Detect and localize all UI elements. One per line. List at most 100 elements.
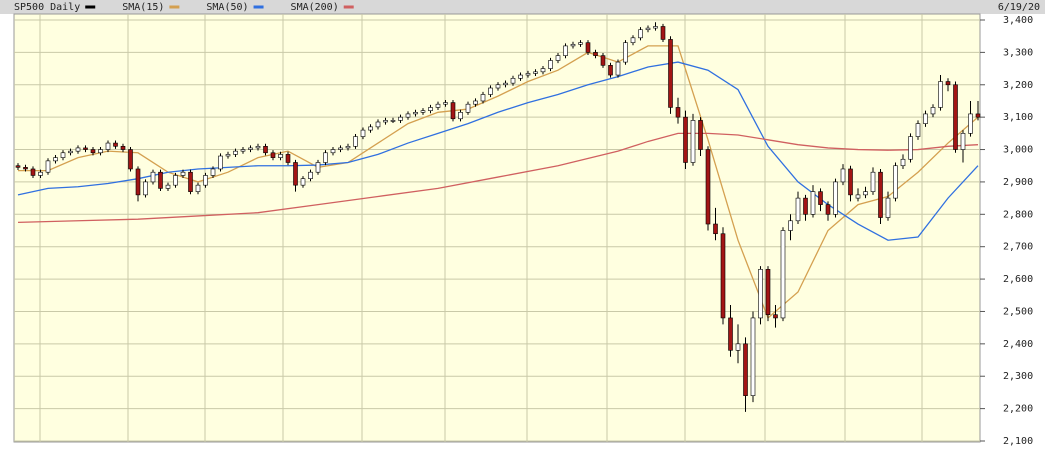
candle-body [780, 230, 786, 319]
candle-body [818, 191, 823, 205]
candle-body [743, 343, 748, 396]
candle-body [960, 133, 966, 150]
candle-body [443, 102, 448, 105]
candle-body [158, 171, 163, 189]
y-tick-label: 2,900 [1003, 177, 1033, 188]
candle-body [270, 152, 276, 158]
candle-body [203, 175, 208, 186]
candle-body [210, 168, 216, 176]
candle-body [23, 167, 28, 170]
candle-body [668, 39, 673, 108]
candle-body [390, 120, 396, 122]
legend-label: SMA(50) [206, 2, 248, 13]
candle-body [323, 152, 328, 163]
candle-body [578, 42, 583, 45]
candle-body [30, 168, 36, 176]
candle-body [435, 103, 441, 108]
candle-body [945, 81, 951, 86]
y-tick-label: 2,800 [1003, 209, 1033, 220]
candle-body [188, 171, 193, 192]
candle-body [750, 317, 756, 396]
candle-body [870, 171, 876, 192]
candle-body [450, 102, 456, 120]
candle-body [930, 107, 936, 115]
sma-line [18, 45, 979, 320]
candle-body [885, 197, 891, 218]
candle-body [330, 149, 336, 154]
candle-body [548, 60, 553, 69]
candle-body [420, 110, 426, 113]
candle-body [195, 184, 201, 192]
y-tick-label: 2,600 [1003, 274, 1033, 285]
candle-body [293, 162, 298, 186]
candle-body [180, 171, 186, 176]
y-tick-label: 3,300 [1003, 47, 1033, 58]
candle-body [563, 45, 568, 56]
y-tick-label: 2,300 [1003, 371, 1033, 382]
candle-body [120, 146, 126, 150]
candle-body [218, 155, 223, 170]
candle-body [113, 142, 118, 147]
candle-body [585, 42, 591, 53]
candle-body [510, 77, 516, 84]
candle-body [248, 147, 253, 150]
candle-body [863, 191, 868, 196]
candle-body [795, 197, 801, 222]
candle-body [713, 223, 718, 235]
candle-body [720, 233, 726, 319]
candle-body [593, 52, 598, 56]
candle-body [15, 165, 21, 168]
candle-body [968, 113, 973, 134]
candle-body [788, 220, 793, 231]
candle-body [315, 162, 321, 173]
candle-body [555, 55, 561, 61]
candle-body [638, 29, 643, 39]
candle-body [570, 43, 576, 47]
candle-body [398, 116, 403, 121]
candle-body [705, 149, 711, 225]
candle-body [765, 269, 771, 316]
candle-body [368, 126, 373, 131]
candle-body [803, 197, 808, 215]
candle-body [413, 111, 418, 115]
candle-body [255, 146, 261, 149]
header-bar [0, 0, 1045, 14]
candle-body [653, 26, 658, 29]
y-tick-label: 2,400 [1003, 339, 1033, 350]
candle-body [143, 181, 148, 196]
candle-body [833, 181, 838, 215]
candle-body [908, 136, 913, 160]
candle-body [975, 113, 981, 118]
candle-body [353, 136, 358, 147]
candle-body [615, 61, 621, 76]
candle-body [953, 84, 958, 150]
candle-body [300, 178, 306, 186]
candle-body [428, 107, 433, 111]
candle-body [173, 175, 178, 186]
candle-body [735, 343, 741, 351]
candle-body [285, 154, 291, 163]
candle-body [698, 120, 703, 150]
candle-body [773, 314, 778, 319]
candle-body [60, 152, 66, 158]
y-tick-label: 2,100 [1003, 436, 1033, 447]
candle-body [458, 111, 463, 120]
candle-body [840, 168, 846, 183]
candle-body [825, 204, 831, 215]
candle-body [758, 269, 763, 319]
candle-body [810, 191, 816, 215]
candle-body [923, 113, 928, 124]
candle-body [645, 27, 651, 31]
candle-body [128, 149, 133, 170]
legend-label: SP500 Daily [14, 2, 80, 13]
candle-body [45, 160, 51, 173]
candle-body [900, 158, 906, 167]
date-label: 6/19/20 [998, 2, 1040, 13]
candle-body [360, 129, 366, 137]
candle-body [660, 26, 666, 40]
candle-body [623, 42, 628, 63]
y-tick-label: 2,500 [1003, 306, 1033, 317]
candle-body [278, 154, 283, 158]
